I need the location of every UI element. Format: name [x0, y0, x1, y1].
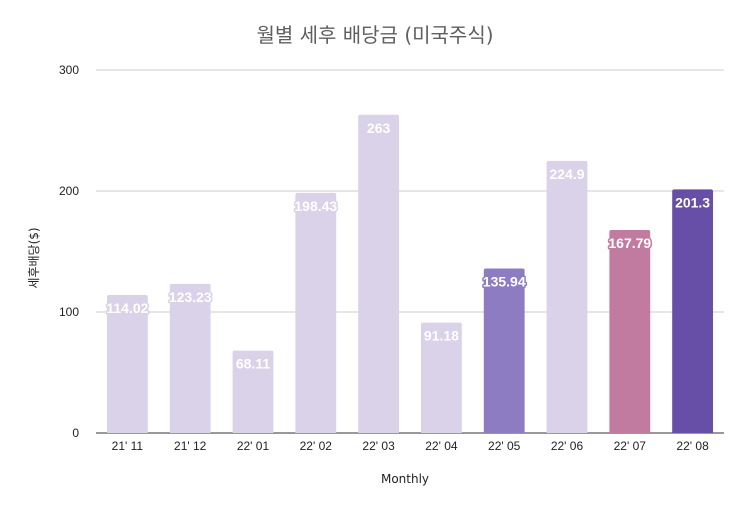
x-tick-label: 21' 11	[112, 439, 144, 453]
y-axis-ticks: 0 100 200 300	[59, 63, 79, 440]
x-tick-label: 22' 01	[237, 439, 270, 453]
data-label: 135.94	[483, 274, 526, 290]
data-label: 123.23	[169, 289, 212, 305]
x-tick-label: 21' 12	[174, 439, 207, 453]
data-labels: 114.02 123.23 68.11 198.43 263 91.18 135.94 224…	[105, 118, 712, 373]
data-label: 91.18	[424, 328, 459, 344]
data-label: 224.9	[549, 166, 584, 182]
x-tick-label: 22' 04	[425, 439, 458, 453]
x-tick-label: 22' 02	[300, 439, 333, 453]
bar	[609, 229, 651, 433]
chart-title: 월별 세후 배당금 (미국주식)	[256, 23, 493, 47]
y-tick-label: 0	[72, 426, 79, 440]
bar	[106, 295, 148, 433]
x-tick-label: 22' 08	[676, 439, 709, 453]
data-label: 167.79	[608, 235, 651, 251]
bar	[672, 189, 714, 433]
bar	[420, 322, 462, 433]
y-tick-label: 200	[59, 184, 79, 198]
x-axis-ticks: 21' 11 21' 12 22' 01 22' 02 22' 03 22' 04 22' …	[112, 439, 709, 453]
bar	[295, 192, 337, 433]
bar	[483, 268, 525, 433]
data-label: 201.3	[675, 194, 710, 210]
bar	[232, 350, 274, 433]
bar	[358, 114, 400, 434]
x-tick-label: 22' 05	[488, 439, 521, 453]
bar	[169, 283, 211, 433]
y-tick-label: 300	[59, 63, 79, 77]
x-axis-title: Monthly	[381, 472, 429, 486]
x-tick-label: 22' 03	[362, 439, 395, 453]
data-label: 263	[367, 120, 391, 136]
data-label: 68.11	[236, 356, 270, 372]
bars	[106, 114, 714, 434]
data-label: 114.02	[106, 300, 148, 316]
x-tick-label: 22' 06	[551, 439, 584, 453]
data-label: 198.43	[294, 198, 337, 214]
bar	[546, 160, 588, 433]
y-tick-label: 100	[59, 305, 79, 319]
x-tick-label: 22' 07	[614, 439, 647, 453]
y-axis-title: 세후배당($)	[27, 227, 41, 288]
